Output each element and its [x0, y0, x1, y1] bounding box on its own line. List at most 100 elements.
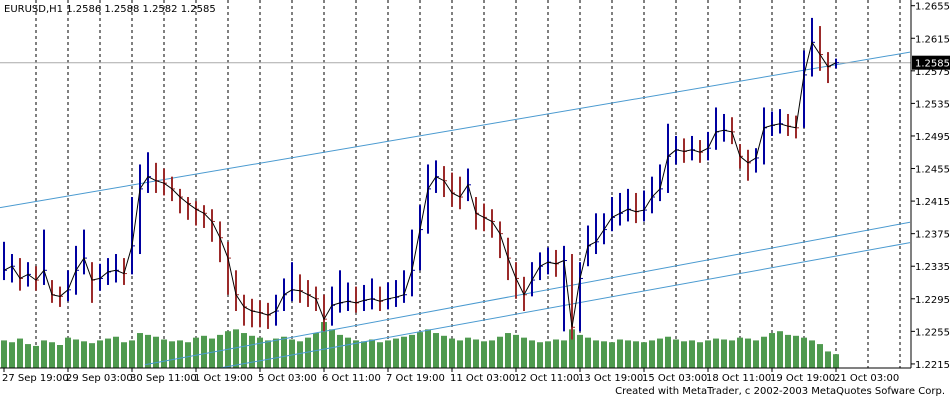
- volume-bar: [657, 338, 663, 368]
- volume-bar: [825, 351, 831, 368]
- volume-bar: [305, 337, 311, 368]
- volume-bar: [681, 341, 687, 368]
- volume-bar: [729, 340, 735, 368]
- volume-bar: [401, 336, 407, 368]
- volume-bar: [137, 333, 143, 368]
- volume-bar: [169, 341, 175, 368]
- y-tick-label: 1.2215: [915, 360, 950, 371]
- plot-area: [0, 0, 911, 368]
- volume-bar: [177, 340, 183, 368]
- y-tick-label: 1.2455: [915, 165, 950, 176]
- volume-bar: [153, 336, 159, 368]
- volume-bar: [769, 333, 775, 368]
- volume-bar: [105, 338, 111, 368]
- volume-bar: [801, 337, 807, 368]
- volume-bar: [641, 342, 647, 368]
- volume-bar: [337, 334, 343, 368]
- volume-bar: [601, 341, 607, 368]
- x-tick-label: 15 Oct 03:00: [642, 373, 707, 384]
- volume-bar: [353, 340, 359, 368]
- volume-bar: [481, 341, 487, 368]
- volume-bar: [329, 329, 335, 368]
- volume-bar: [713, 338, 719, 368]
- volume-bar: [545, 341, 551, 368]
- volume-bar: [465, 337, 471, 368]
- volume-bar: [497, 336, 503, 368]
- volume-bar: [297, 341, 303, 368]
- volume-bar: [9, 342, 15, 368]
- trend-line: [0, 51, 911, 209]
- volume-bar: [409, 334, 415, 368]
- y-tick-label: 1.2575: [915, 67, 950, 78]
- volume-bar: [49, 342, 55, 368]
- volume-bar: [209, 338, 215, 368]
- close-line: [3, 41, 837, 328]
- volume-bar: [41, 340, 47, 368]
- x-tick-label: 18 Oct 11:00: [706, 373, 771, 384]
- volume-bar: [625, 340, 631, 368]
- volume-bar: [721, 339, 727, 368]
- y-tick-label: 1.2495: [915, 132, 950, 143]
- volume-bar: [441, 335, 447, 368]
- volume-bar: [777, 331, 783, 368]
- volume-bar: [321, 322, 327, 368]
- volume-bar: [393, 338, 399, 368]
- y-tick-label: 1.2335: [915, 262, 950, 273]
- y-tick-label: 1.2415: [915, 197, 950, 208]
- volume-bar: [697, 342, 703, 368]
- volume-bar: [257, 337, 263, 368]
- volume-bar: [121, 342, 127, 368]
- x-tick-label: 30 Sep 11:00: [130, 373, 197, 384]
- volume-bar: [273, 338, 279, 368]
- volume-bar: [617, 339, 623, 368]
- volume-bar: [185, 342, 191, 368]
- volume-bar: [193, 337, 199, 368]
- volume-bar: [665, 336, 671, 368]
- volume-bar: [129, 340, 135, 368]
- volume-bar: [17, 338, 23, 368]
- y-tick-label: 1.2375: [915, 230, 950, 241]
- volume-bar: [449, 338, 455, 368]
- volume-bar: [433, 333, 439, 368]
- volume-bar: [57, 345, 63, 368]
- volume-bar: [473, 339, 479, 368]
- volume-bar: [593, 340, 599, 368]
- x-tick-label: 27 Sep 19:00: [2, 373, 69, 384]
- y-tick-label: 1.2615: [915, 34, 950, 45]
- volume-bar: [33, 345, 39, 368]
- volume-bar: [425, 329, 431, 368]
- volume-bar: [1, 340, 7, 368]
- volume-bar: [537, 342, 543, 368]
- volume-bar: [561, 340, 567, 368]
- volume-bar: [417, 332, 423, 368]
- volume-bar: [513, 334, 519, 368]
- volume-bar: [89, 343, 95, 368]
- volume-bar: [161, 339, 167, 368]
- volume-bar: [817, 344, 823, 368]
- volume-bar: [521, 337, 527, 368]
- volume-bar: [281, 336, 287, 368]
- volume-bar: [649, 340, 655, 368]
- volume-bar: [81, 341, 87, 368]
- volume-bar: [201, 335, 207, 368]
- volume-bar: [265, 340, 271, 368]
- volume-bar: [113, 336, 119, 368]
- y-tick-label: 1.2535: [915, 99, 950, 110]
- x-tick-label: 19 Oct 19:00: [770, 373, 835, 384]
- y-tick-label: 1.2295: [915, 295, 950, 306]
- volume-bar: [609, 342, 615, 368]
- last-price-label: 1.2585: [915, 59, 950, 70]
- volume-bar: [241, 333, 247, 368]
- volume-bar: [345, 337, 351, 368]
- volume-bar: [457, 340, 463, 368]
- volume-bar: [361, 341, 367, 368]
- volume-bar: [489, 340, 495, 368]
- volume-bar: [745, 338, 751, 368]
- volume-bar: [145, 334, 151, 368]
- volume-bar: [761, 336, 767, 368]
- volume-bar: [793, 335, 799, 368]
- volume-bar: [377, 342, 383, 368]
- x-tick-label: 1 Oct 19:00: [194, 373, 253, 384]
- x-tick-label: 7 Oct 19:00: [386, 373, 445, 384]
